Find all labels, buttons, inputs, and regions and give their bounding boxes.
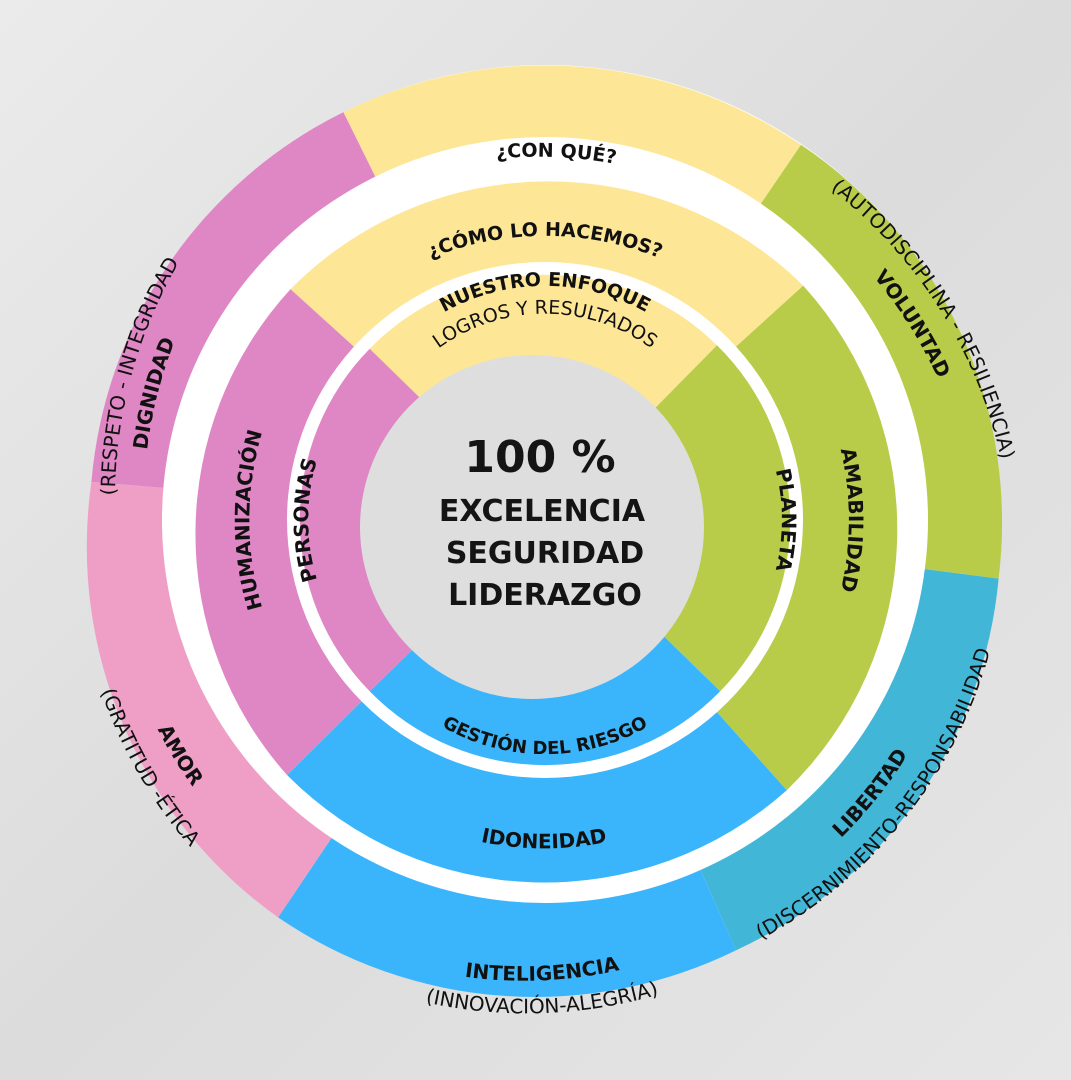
center-line-seguridad: SEGURIDAD — [446, 536, 644, 571]
center-percent: 100 % — [464, 432, 615, 483]
center-line-liderazgo: LIDERAZGO — [448, 578, 642, 613]
center-line-excelencia: EXCELENCIA — [439, 494, 646, 529]
center-circle — [360, 355, 704, 699]
center-text: 100 % EXCELENCIA SEGURIDAD LIDERAZGO — [439, 432, 646, 613]
